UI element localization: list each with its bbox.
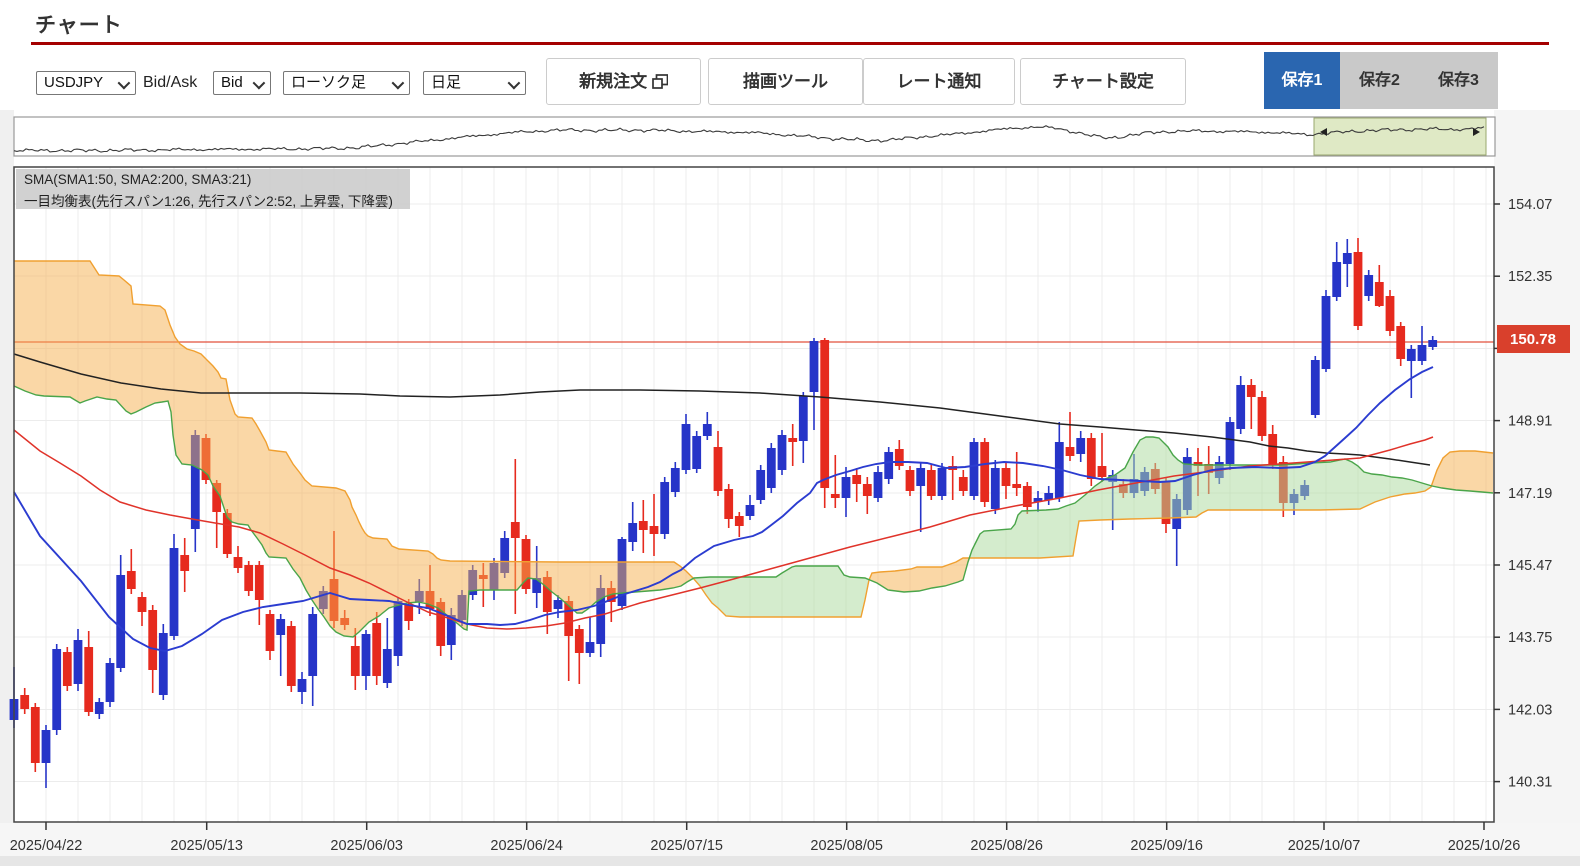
svg-text:2025/06/24: 2025/06/24	[490, 838, 563, 854]
svg-text:2025/10/26: 2025/10/26	[1448, 838, 1521, 854]
svg-text:2025/07/15: 2025/07/15	[650, 838, 723, 854]
svg-text:150.78: 150.78	[1510, 331, 1556, 348]
svg-text:2025/10/07: 2025/10/07	[1288, 838, 1361, 854]
svg-text:2025/08/26: 2025/08/26	[970, 838, 1043, 854]
svg-text:152.35: 152.35	[1508, 269, 1552, 285]
svg-text:142.03: 142.03	[1508, 702, 1552, 718]
svg-text:2025/09/16: 2025/09/16	[1130, 838, 1203, 854]
svg-text:148.91: 148.91	[1508, 414, 1552, 430]
svg-text:2025/08/05: 2025/08/05	[810, 838, 883, 854]
svg-text:145.47: 145.47	[1508, 558, 1552, 574]
svg-text:2025/04/22: 2025/04/22	[10, 838, 83, 854]
svg-text:143.75: 143.75	[1508, 630, 1552, 646]
svg-text:154.07: 154.07	[1508, 197, 1552, 213]
svg-text:140.31: 140.31	[1508, 775, 1552, 791]
svg-text:2025/06/03: 2025/06/03	[330, 838, 403, 854]
svg-text:2025/05/13: 2025/05/13	[170, 838, 243, 854]
svg-text:147.19: 147.19	[1508, 486, 1552, 502]
